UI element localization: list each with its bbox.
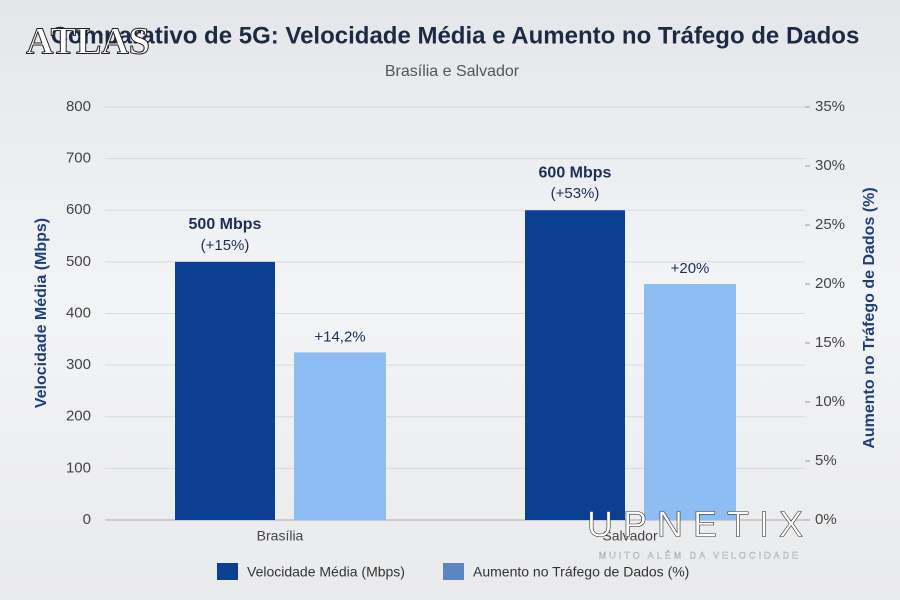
bar: [294, 352, 386, 520]
data-label: 600 Mbps: [539, 164, 612, 181]
y2-tick-label: 25%: [815, 216, 845, 233]
bar: [644, 284, 736, 520]
legend-swatch: [443, 563, 464, 580]
data-label: +20%: [671, 260, 710, 277]
y-tick-label: 100: [66, 459, 91, 476]
bar: [525, 210, 625, 520]
y2-axis-label: Aumento no Tráfego de Dados (%): [861, 187, 878, 448]
data-label: 500 Mbps: [189, 216, 262, 233]
y-tick-label: 200: [66, 408, 91, 425]
y2-tick-label: 30%: [815, 157, 845, 174]
y-tick-label: 700: [66, 150, 91, 167]
logo-tagline: MUITO ALÉM DA VELOCIDADE: [599, 550, 801, 560]
y-axis-label: Velocidade Média (Mbps): [33, 218, 50, 408]
y-tick-label: 0: [83, 511, 91, 528]
y-tick-label: 300: [66, 356, 91, 373]
y2-tick-label: 35%: [815, 98, 845, 115]
logo: UPNETIX: [587, 504, 813, 545]
chart-subtitle: Brasília e Salvador: [385, 63, 520, 80]
y-tick-label: 600: [66, 201, 91, 218]
data-label-note: (+53%): [551, 185, 600, 202]
y2-tick-label: 0%: [815, 511, 837, 528]
y2-tick-label: 5%: [815, 452, 837, 469]
plot-area: 0 100 200 300 400 500 600 700 800 0% 5% 10% 15% 20% 25…: [66, 98, 845, 580]
legend-swatch: [217, 563, 238, 580]
legend-label: Velocidade Média (Mbps): [247, 564, 405, 580]
y2-tick-label: 20%: [815, 275, 845, 292]
data-label-note: (+15%): [201, 237, 250, 254]
y2-tick-label: 10%: [815, 393, 845, 410]
y2-tick-label: 15%: [815, 334, 845, 351]
chart-title: Comparativo de 5G: Velocidade Média e Au…: [51, 22, 860, 49]
bar: [175, 261, 275, 520]
x-tick-label: Brasília: [257, 528, 304, 544]
legend-label: Aumento no Tráfego de Dados (%): [473, 564, 689, 580]
y-tick-label: 800: [66, 98, 91, 115]
y-tick-label: 500: [66, 253, 91, 270]
logo: ATLAS: [26, 21, 150, 63]
x-tick-label: Salvador: [602, 528, 658, 544]
data-label: +14,2%: [314, 328, 365, 345]
y-tick-label: 400: [66, 304, 91, 321]
